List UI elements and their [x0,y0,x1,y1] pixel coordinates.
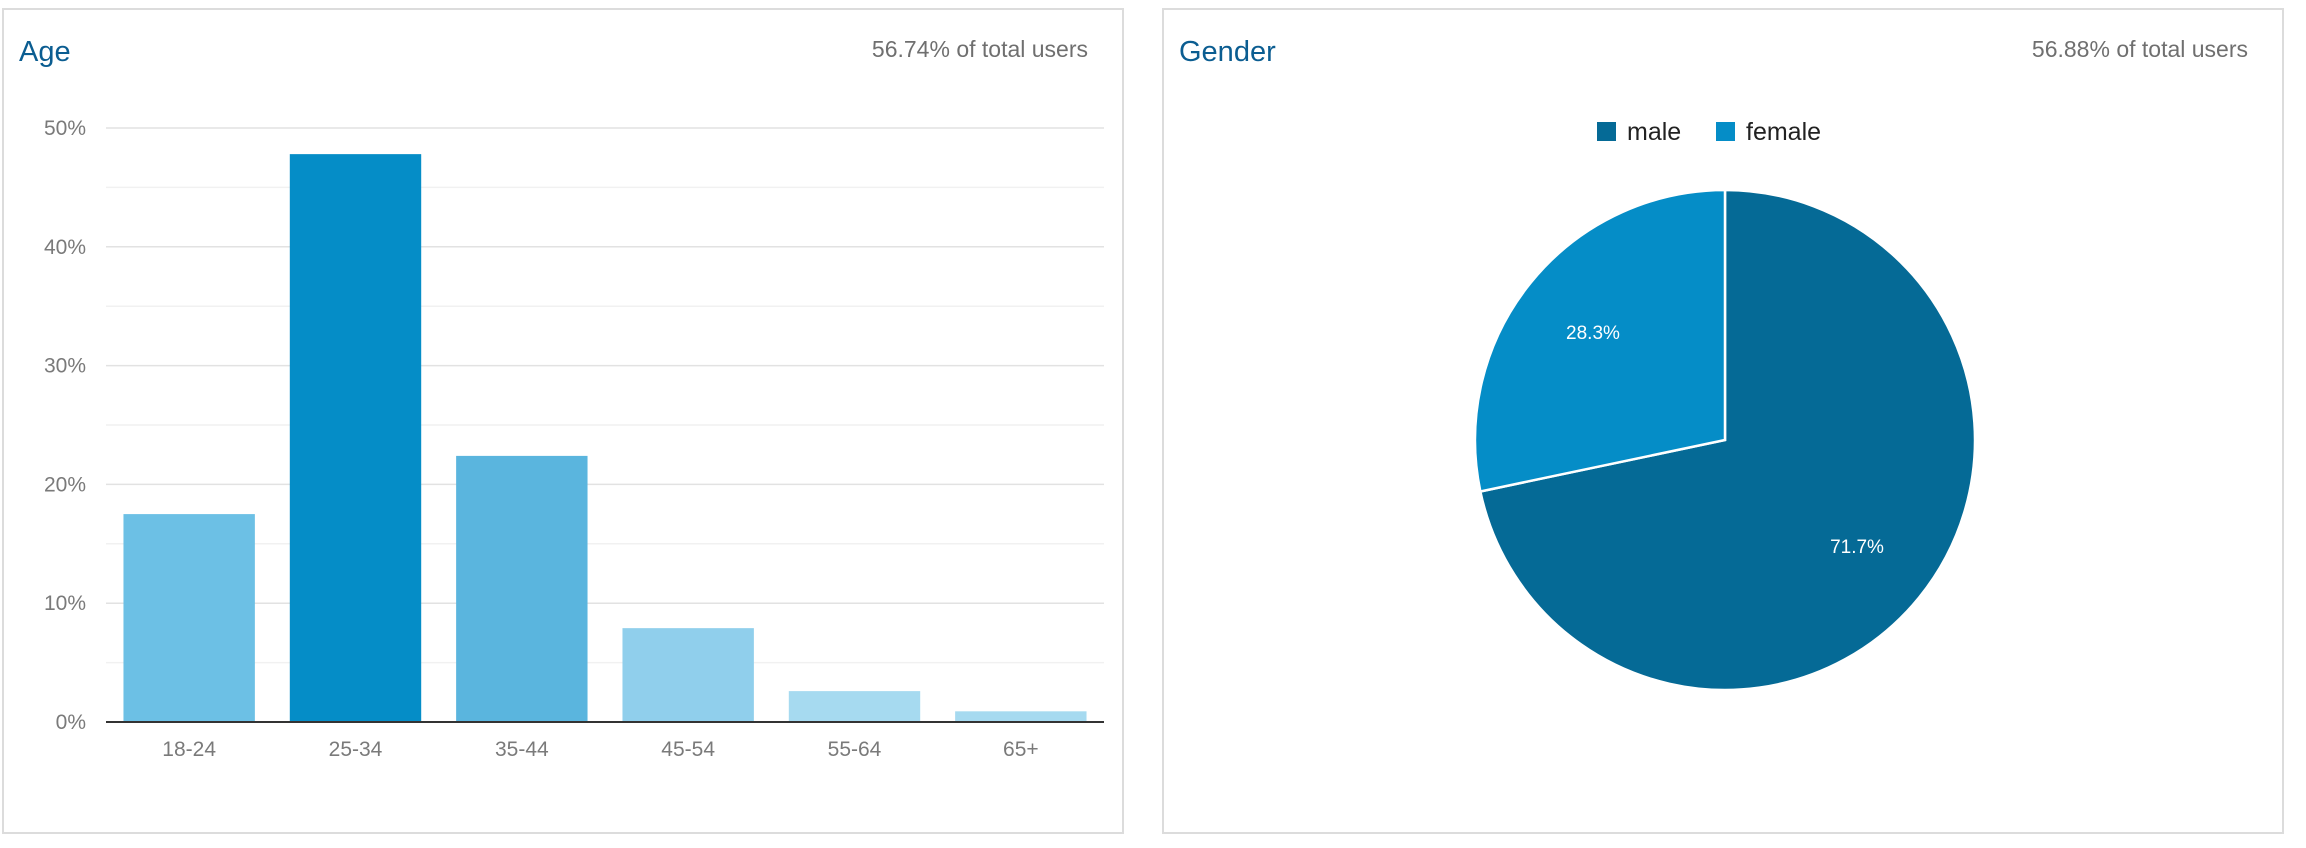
y-tick-label: 10% [44,592,86,615]
age-chart-title: Age [19,36,71,68]
x-tick-label: 55-64 [828,738,882,761]
bar-55-64[interactable] [788,691,921,722]
bar-35-44[interactable] [456,455,588,722]
bar-25-34[interactable] [289,154,422,723]
y-tick-label: 50% [44,117,86,140]
pie-slice-label-female: 28.3% [1566,323,1620,344]
gender-chart-card: Gender 56.88% of total users male female 7… [1162,8,2284,834]
age-chart-card: Age 56.74% of total users 0% 10% 20% 30% 40%… [2,8,1124,834]
legend-label-male[interactable]: male [1627,118,1681,146]
x-tick-label: 35-44 [495,738,549,761]
legend-label-female[interactable]: female [1746,118,1821,146]
x-tick-label: 25-34 [329,738,383,761]
legend-swatch-male [1597,122,1616,141]
y-tick-label: 0% [56,711,86,734]
legend-swatch-female [1716,122,1735,141]
bar-45-54[interactable] [622,628,754,722]
bar-65+[interactable] [955,711,1087,722]
pie-slice-female[interactable] [1473,188,1727,493]
x-tick-label: 45-54 [661,738,715,761]
pie-slice-label-male: 71.7% [1830,537,1884,558]
y-tick-label: 30% [44,355,86,378]
age-chart-subtitle: 56.74% of total users [871,36,1088,62]
age-bar-chart: 0% 10% 20% 30% 40% 50% 18-24 25-34 35-44 45-54 55-… [44,117,1104,761]
gender-chart-subtitle: 56.88% of total users [2031,36,2248,62]
y-tick-label: 40% [44,236,86,259]
gender-pie-chart: male female 71.7% 28.3% [1473,118,1977,692]
bar-18-24[interactable] [123,514,255,722]
pie-slice-male[interactable] [1478,188,1977,692]
x-tick-label: 18-24 [162,738,216,761]
x-tick-label: 65+ [1003,738,1039,761]
y-tick-label: 20% [44,473,86,496]
gender-chart-title: Gender [1179,36,1276,68]
